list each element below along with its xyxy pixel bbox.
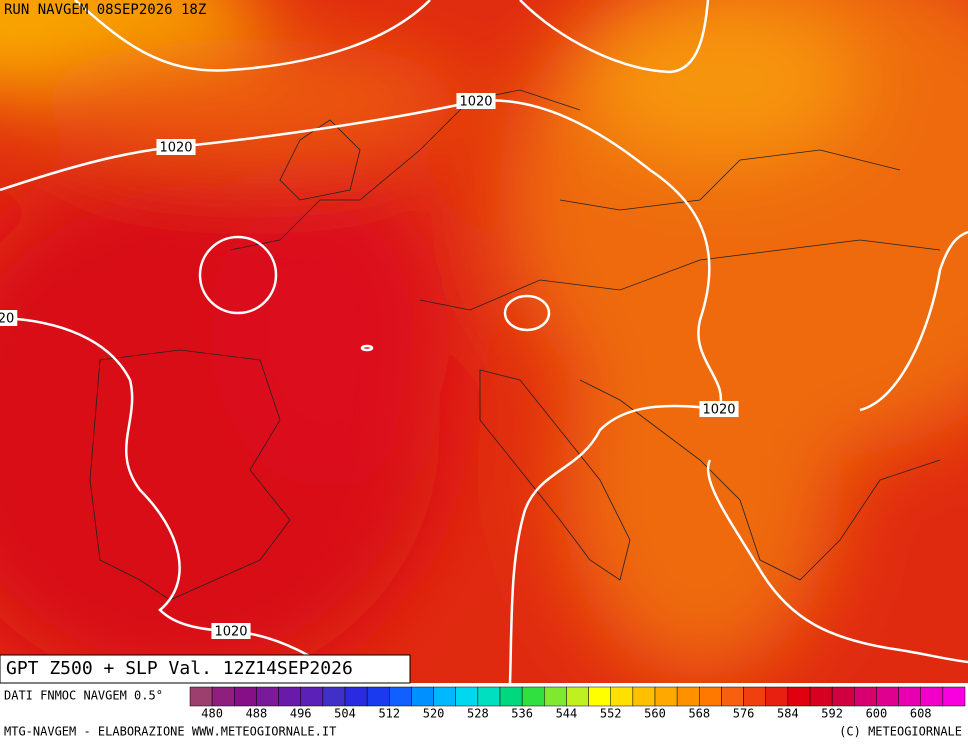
isobar-label: 1020 bbox=[702, 403, 735, 418]
isobar bbox=[519, 0, 710, 74]
isobar-label-box bbox=[699, 401, 739, 417]
isobar bbox=[859, 230, 968, 412]
isobar-label-box bbox=[156, 139, 196, 155]
isobar bbox=[198, 235, 278, 315]
isobar bbox=[706, 459, 968, 664]
legend-swatch bbox=[654, 686, 678, 707]
legend-tick-label: 560 bbox=[644, 707, 666, 721]
legend-tick-label: 568 bbox=[688, 707, 710, 721]
legend-tick-label: 576 bbox=[733, 707, 755, 721]
legend-tick-label: 552 bbox=[600, 707, 622, 721]
footer-right: (C) METEOGIORNALE bbox=[839, 725, 962, 739]
legend-tick-label: 608 bbox=[910, 707, 932, 721]
legend-swatch bbox=[831, 686, 855, 707]
coastline bbox=[279, 119, 361, 201]
coastline bbox=[89, 349, 291, 601]
legend-swatch bbox=[521, 686, 545, 707]
legend-swatch bbox=[455, 686, 479, 707]
legend-swatch bbox=[632, 686, 656, 707]
legend-swatch bbox=[366, 686, 390, 707]
legend-swatch bbox=[433, 686, 456, 707]
isobar-label: 1020 bbox=[159, 141, 192, 156]
coastline bbox=[229, 89, 581, 251]
legend-swatch bbox=[300, 686, 324, 707]
legend-swatch bbox=[787, 686, 811, 707]
legend-swatch bbox=[854, 686, 877, 707]
coastline bbox=[479, 369, 631, 581]
legend-tick-label: 496 bbox=[290, 707, 312, 721]
legend-swatch bbox=[699, 686, 722, 707]
legend-swatch bbox=[411, 686, 434, 707]
legend-swatch bbox=[898, 686, 921, 707]
legend-swatch bbox=[942, 686, 966, 707]
legend-tick-label: 480 bbox=[201, 707, 223, 721]
isobar-label-box bbox=[211, 623, 251, 639]
legend-swatch bbox=[389, 686, 412, 707]
isobar-label: 1020 bbox=[459, 95, 492, 110]
legend-tick-label: 488 bbox=[246, 707, 268, 721]
legend-swatch bbox=[256, 686, 279, 707]
run-label: RUN NAVGEM 08SEP2026 18Z bbox=[4, 2, 206, 18]
legend-swatch bbox=[765, 686, 789, 707]
legend-swatch bbox=[499, 686, 523, 707]
legend-swatch bbox=[920, 686, 944, 707]
legend-swatch bbox=[809, 686, 833, 707]
legend-tick-label: 544 bbox=[556, 707, 578, 721]
legend-swatch bbox=[721, 686, 744, 707]
legend-tick-label: 600 bbox=[866, 707, 888, 721]
isobar-label-box bbox=[0, 310, 18, 326]
isobar bbox=[360, 344, 374, 352]
legend-tick-label: 592 bbox=[821, 707, 843, 721]
legend-source: DATI FNMOC NAVGEM 0.5° bbox=[4, 689, 163, 703]
isobar-label-box bbox=[456, 93, 496, 109]
legend-swatch bbox=[234, 686, 257, 707]
legend-swatch bbox=[211, 686, 235, 707]
legend-tick-label: 504 bbox=[334, 707, 356, 721]
isobar-label: 20 bbox=[0, 312, 14, 327]
legend-swatch bbox=[566, 686, 589, 707]
coastline bbox=[579, 379, 941, 581]
legend-tick-label: 584 bbox=[777, 707, 799, 721]
isobar bbox=[503, 294, 551, 332]
isobar bbox=[74, 0, 431, 72]
border-line bbox=[419, 239, 941, 311]
legend-swatch bbox=[588, 686, 611, 707]
legend-swatch bbox=[876, 686, 899, 707]
legend-tick-label: 528 bbox=[467, 707, 489, 721]
legend-swatch bbox=[278, 686, 301, 707]
legend-swatch bbox=[477, 686, 501, 707]
isobar bbox=[0, 99, 723, 683]
legend-swatch bbox=[743, 686, 766, 707]
legend-swatch bbox=[344, 686, 368, 707]
map-field: 1020 1020 20 1020 1020 bbox=[0, 0, 968, 683]
legend-tick-label: 512 bbox=[378, 707, 400, 721]
legend-swatch bbox=[676, 686, 700, 707]
map-title: GPT Z500 + SLP Val. 12Z14SEP2026 bbox=[6, 658, 353, 679]
title-box bbox=[0, 654, 411, 684]
legend-swatch bbox=[322, 686, 346, 707]
legend-tick-label: 536 bbox=[511, 707, 533, 721]
legend-swatch bbox=[544, 686, 567, 707]
legend-tick-label: 520 bbox=[423, 707, 445, 721]
legend-swatch bbox=[189, 686, 213, 707]
border-line bbox=[559, 149, 901, 211]
legend-swatch bbox=[610, 686, 634, 707]
footer-left: MTG-NAVGEM - ELABORAZIONE WWW.METEOGIORN… bbox=[4, 725, 336, 739]
isobar-label: 1020 bbox=[214, 625, 247, 640]
